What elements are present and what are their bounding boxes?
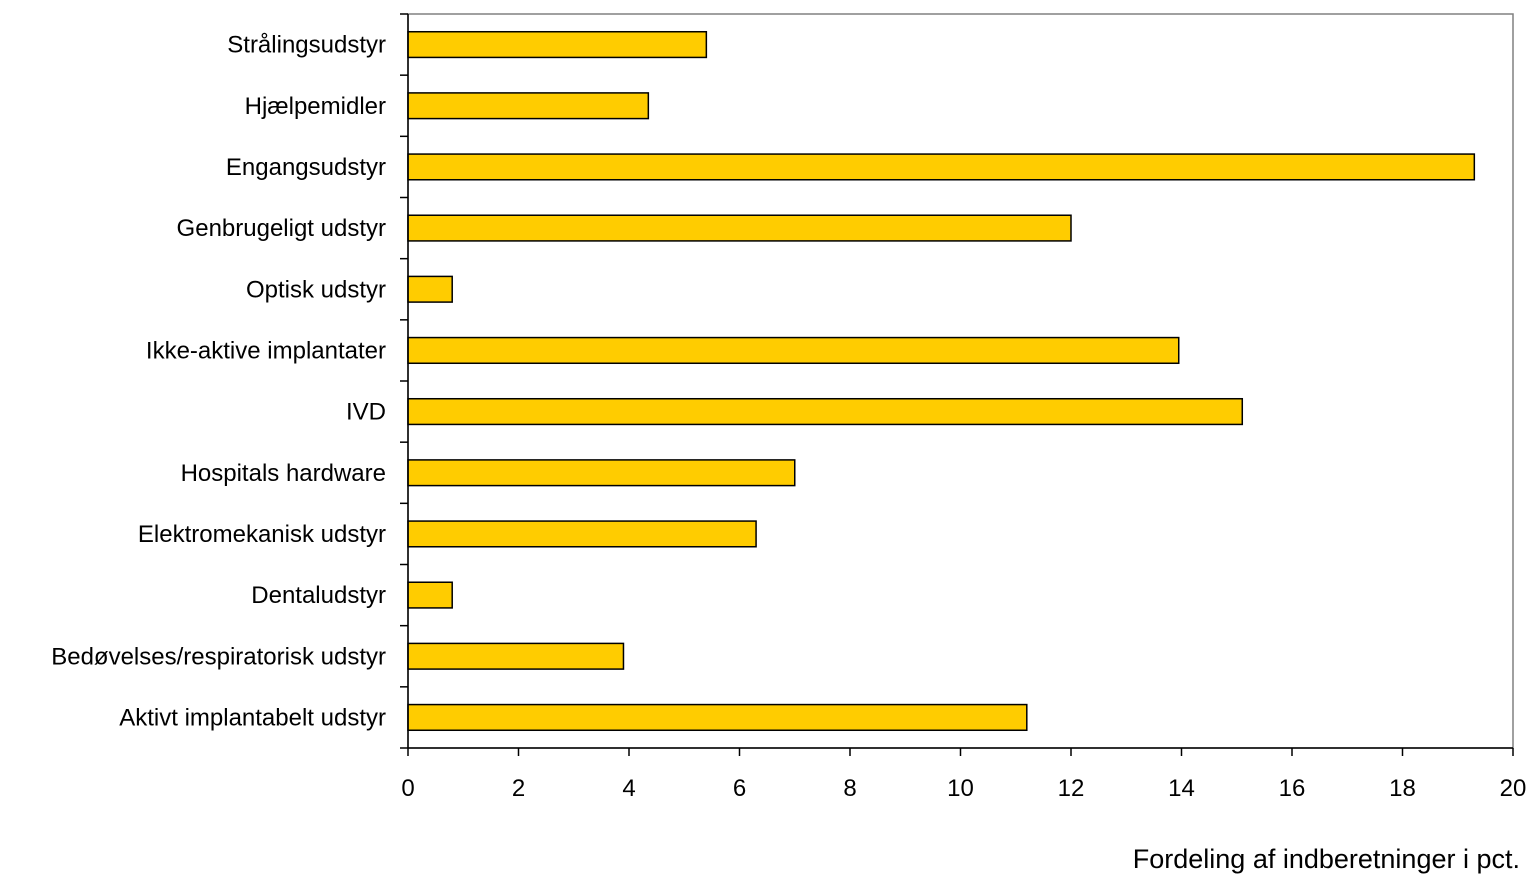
x-tick-label: 0 [401,775,414,802]
bar-genbrugeligt-udstyr [407,214,1072,242]
x-tick-label: 2 [512,775,525,802]
bar-ivd [407,397,1244,426]
category-label-stralingsudstyr: Strålingsudstyr [227,32,386,59]
x-tick-label: 4 [622,775,635,802]
x-tick-label: 12 [1058,775,1085,802]
bar-dentaludstyr [407,581,453,609]
bar-ikke-aktive-implantater [407,336,1180,365]
x-tick-label: 16 [1279,775,1306,802]
axis-layer [400,13,1514,756]
category-label-hjaelpemidler: Hjælpemidler [245,93,386,120]
bar-engangsudstyr [407,153,1476,181]
bar-elektromekanisk-udstyr [407,520,757,548]
category-label-dentaludstyr: Dentaludstyr [251,582,386,609]
x-tick-label: 6 [733,775,746,802]
x-tick-label: 10 [947,775,974,802]
category-label-bedovelses-respiratorisk-udstyr: Bedøvelses/respiratorisk udstyr [51,643,386,670]
category-label-genbrugeligt-udstyr: Genbrugeligt udstyr [177,215,386,242]
category-label-optisk-udstyr: Optisk udstyr [246,276,386,303]
category-label-ikke-aktive-implantater: Ikke-aktive implantater [146,337,386,364]
x-axis-title: Fordeling af indberetninger i pct. [1133,844,1520,874]
bar-optisk-udstyr [407,275,453,303]
x-tick-label: 18 [1389,775,1416,802]
x-tick-label: 14 [1168,775,1195,802]
bar-hjaelpemidler [407,92,650,120]
bars-layer [407,30,1476,732]
bar-aktivt-implantabelt-udstyr [407,703,1028,732]
category-label-elektromekanisk-udstyr: Elektromekanisk udstyr [138,521,386,548]
tick-labels: 0 2 4 6 8 10 12 14 16 18 20 [401,775,1526,802]
category-label-aktivt-implantabelt-udstyr: Aktivt implantabelt udstyr [119,704,386,731]
x-tick-label: 8 [843,775,856,802]
category-label-hospitals-hardware: Hospitals hardware [181,460,386,487]
bar-stralingsudstyr [407,30,708,59]
bar-bedovelses-respiratorisk-udstyr [407,642,625,670]
category-label-ivd: IVD [346,399,386,426]
category-label-engangsudstyr: Engangsudstyr [226,154,386,181]
category-labels: Strålingsudstyr Hjælpemidler Engangsudstyr… [51,32,386,732]
x-tick-label: 20 [1500,775,1527,802]
plot-border [407,13,1514,749]
bar-hospitals-hardware [407,459,796,487]
